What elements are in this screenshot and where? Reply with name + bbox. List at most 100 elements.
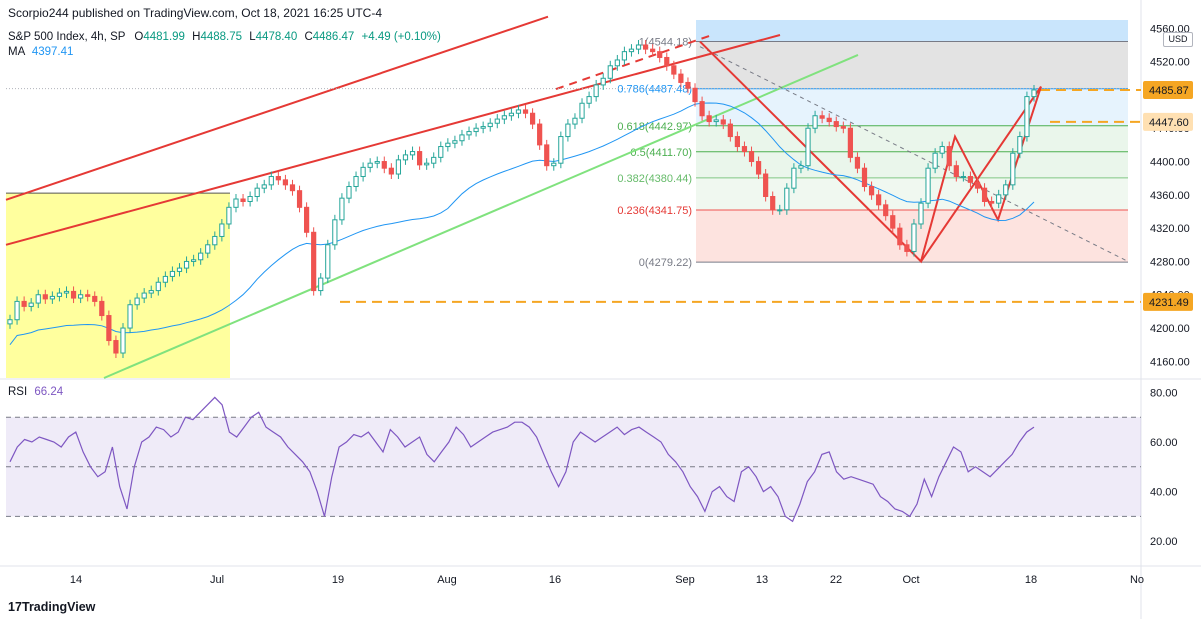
symbol-legend[interactable]: S&P 500 Index, 4h, SP O4481.99 H4488.75 … (8, 31, 441, 43)
candle (805, 127, 811, 167)
time-tick-label: 19 (332, 574, 344, 586)
price-tick-label: 4360.00 (1150, 190, 1190, 202)
candle (85, 294, 91, 297)
fib-band (696, 151, 1128, 178)
candle (388, 167, 394, 175)
candle (897, 227, 903, 246)
time-tick-label: No (1130, 574, 1144, 586)
candle (706, 115, 712, 123)
tradingview-logo[interactable]: 17TradingView (8, 600, 95, 614)
candle (1003, 184, 1009, 196)
candle (275, 176, 281, 181)
candle (960, 176, 966, 179)
low-label: L (249, 31, 256, 43)
time-tick-label: Sep (675, 574, 695, 586)
time-tick-label: 13 (756, 574, 768, 586)
fib-band (696, 41, 1128, 89)
candle (925, 167, 931, 204)
pattern-wedge-line (920, 86, 1042, 263)
publisher-line: Scorpio244 published on TradingView.com,… (8, 6, 383, 20)
candle (318, 277, 324, 292)
candle (367, 162, 373, 168)
currency-button[interactable]: USD (1163, 32, 1193, 47)
price-axis[interactable]: 4560.004520.004480.004440.004400.004360.… (1143, 23, 1193, 368)
candle (763, 173, 769, 198)
time-axis[interactable]: 14 Jul 19 Aug 16 Sep 13 22 Oct 18 No (70, 574, 1144, 586)
candle (360, 166, 366, 178)
rsi-legend[interactable]: RSI 66.24 (8, 386, 63, 398)
close-label: C (304, 31, 313, 43)
candle (600, 77, 606, 86)
fib-band (696, 88, 1128, 126)
candle (748, 151, 755, 163)
candle (99, 300, 105, 317)
candle (981, 187, 988, 202)
candle (416, 151, 423, 166)
candle (904, 244, 910, 252)
candle (883, 204, 889, 217)
candle (868, 186, 875, 196)
candle (890, 215, 896, 229)
symbol-name[interactable]: S&P 500 Index, 4h, SP (8, 31, 126, 43)
candle (1017, 136, 1023, 154)
candle (989, 200, 995, 204)
candle (374, 161, 380, 164)
price-tag-label: 4485.87 (1149, 85, 1189, 97)
candle (183, 260, 190, 269)
ma-value: 4397.41 (31, 46, 74, 58)
candle (21, 300, 27, 307)
candle (1031, 89, 1037, 98)
candle (777, 209, 783, 212)
open-value: 4481.99 (143, 31, 185, 43)
low-value: 4478.40 (255, 31, 298, 43)
candle (120, 327, 126, 354)
ma-legend[interactable]: MA 4397.41 (8, 46, 73, 58)
candle (325, 244, 331, 279)
rsi-tick-label: 60.00 (1150, 437, 1178, 449)
candle (678, 73, 684, 83)
candle (254, 187, 260, 198)
time-tick-label: Oct (902, 574, 919, 586)
candle (755, 161, 762, 175)
candle (176, 267, 183, 272)
candle (106, 315, 112, 342)
candle (169, 270, 176, 277)
candle (826, 117, 832, 123)
candle (1024, 96, 1030, 138)
close-value: 4486.47 (312, 31, 355, 43)
price-tick-label: 4520.00 (1150, 57, 1190, 69)
candle (42, 294, 48, 300)
rsi-axis[interactable]: 80.00 60.00 40.00 20.00 (1150, 387, 1178, 548)
candle (296, 190, 303, 208)
candle (205, 244, 211, 254)
time-tick-label: 14 (70, 574, 82, 586)
price-tick-label: 4280.00 (1150, 256, 1190, 268)
candle (861, 167, 868, 188)
candle (522, 109, 529, 114)
high-value: 4488.75 (200, 31, 243, 43)
candle (734, 136, 740, 148)
candle (699, 101, 705, 117)
candle (840, 126, 846, 129)
candle (452, 140, 458, 144)
candle (586, 96, 592, 104)
rsi-pane[interactable] (6, 396, 1141, 523)
candle (692, 87, 698, 103)
candle (713, 119, 719, 123)
rsi-label: RSI (8, 386, 28, 398)
candle (346, 186, 352, 199)
price-tag-label: 4447.60 (1149, 117, 1189, 129)
candle (918, 202, 924, 225)
candle (289, 184, 296, 192)
price-tick-label: 4200.00 (1150, 323, 1190, 335)
candle (198, 252, 204, 261)
price-tag (1143, 112, 1193, 131)
candle (56, 292, 63, 297)
candle (508, 112, 515, 117)
candle (395, 159, 402, 175)
candle (261, 184, 267, 189)
candle (819, 115, 825, 119)
candle (529, 112, 536, 125)
